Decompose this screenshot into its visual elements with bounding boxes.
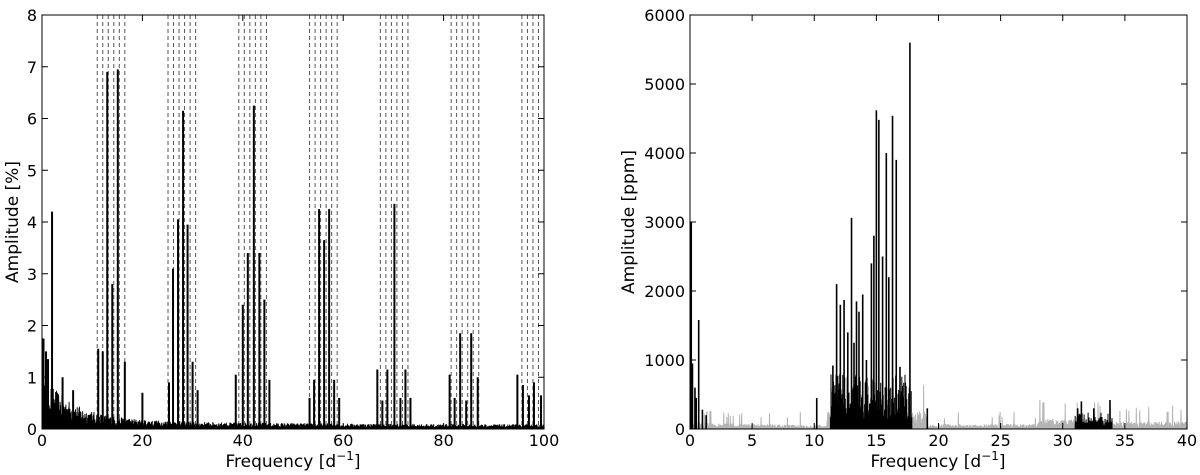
right-ytick-label-2: 2000 xyxy=(644,282,685,301)
right-xtick-label-1: 5 xyxy=(747,431,757,450)
left-ytick-label-0: 0 xyxy=(27,420,37,439)
right-ytick-label-5: 5000 xyxy=(644,75,685,94)
left-xtick-label-3: 60 xyxy=(333,431,353,450)
left-ytick-label-8: 8 xyxy=(27,6,37,25)
right-xtick-label-3: 15 xyxy=(866,431,886,450)
left-xtick-label-1: 20 xyxy=(132,431,152,450)
black-cluster xyxy=(829,373,1113,429)
right-xtick-label-2: 10 xyxy=(804,431,824,450)
left-ylabel: Amplitude [%] xyxy=(3,161,23,283)
right-ytick-label-4: 4000 xyxy=(644,144,685,163)
amplitude-ppm-panel: 0 5 10 15 20 25 30 35 40 0 1000 2000 3000 4000 5000 600… xyxy=(619,6,1197,472)
left-xlabel: Frequency [d−1] xyxy=(226,449,361,472)
left-ytick-label-3: 3 xyxy=(27,265,37,284)
right-xtick-label-6: 30 xyxy=(1053,431,1073,450)
right-xtick-label-5: 25 xyxy=(990,431,1010,450)
left-ytick-label-6: 6 xyxy=(27,110,37,129)
left-xtick-label-5: 100 xyxy=(529,431,560,450)
left-xtick-label-0: 0 xyxy=(37,431,47,450)
left-ticks: 0 20 40 60 80 100 0 1 2 3 4 5 6 7 8 xyxy=(27,6,559,450)
left-ytick-label-7: 7 xyxy=(27,58,37,77)
right-ticks: 0 5 10 15 20 25 30 35 40 0 1000 2000 3000 4000 5000 600… xyxy=(644,6,1197,450)
right-ytick-label-6: 6000 xyxy=(644,6,685,25)
right-plot-area xyxy=(689,42,1188,430)
left-xtick-label-4: 80 xyxy=(433,431,453,450)
left-plot-area xyxy=(41,15,545,430)
right-xtick-label-7: 35 xyxy=(1115,431,1135,450)
right-ylabel: Amplitude [ppm] xyxy=(619,150,639,294)
right-ytick-label-3: 3000 xyxy=(644,213,685,232)
left-xtick-label-2: 40 xyxy=(233,431,253,450)
left-ytick-label-1: 1 xyxy=(27,368,37,387)
residual-spectrum xyxy=(689,382,1188,430)
right-ytick-label-1: 1000 xyxy=(644,351,685,370)
right-xtick-label-8: 40 xyxy=(1177,431,1197,450)
right-xtick-label-4: 20 xyxy=(928,431,948,450)
right-xtick-label-0: 0 xyxy=(685,431,695,450)
right-ytick-label-0: 0 xyxy=(675,420,685,439)
left-ytick-label-5: 5 xyxy=(27,161,37,180)
left-ytick-label-2: 2 xyxy=(27,317,37,336)
amplitude-percent-panel: 0 20 40 60 80 100 0 1 2 3 4 5 6 7 8 Frequency [d−1] Am… xyxy=(3,6,559,472)
right-xlabel: Frequency [d−1] xyxy=(871,449,1006,472)
left-ytick-label-4: 4 xyxy=(27,213,37,232)
right-axes-frame xyxy=(689,14,1188,430)
